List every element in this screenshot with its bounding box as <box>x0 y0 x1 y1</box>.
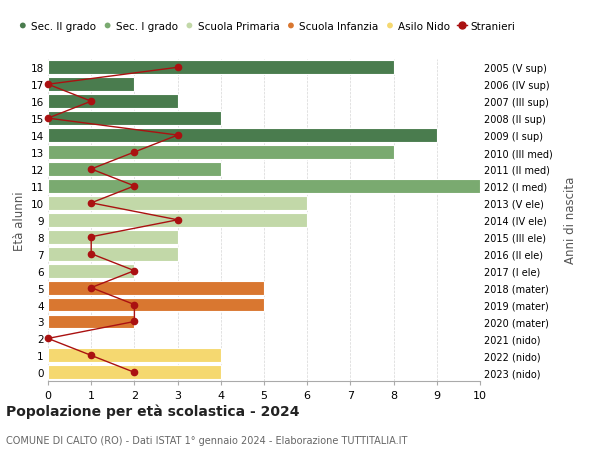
Bar <box>48 112 221 126</box>
Bar <box>48 179 480 193</box>
Text: Popolazione per età scolastica - 2024: Popolazione per età scolastica - 2024 <box>6 404 299 419</box>
Bar <box>48 365 221 380</box>
Y-axis label: Anni di nascita: Anni di nascita <box>564 177 577 264</box>
Bar <box>48 61 394 75</box>
Bar <box>48 78 134 92</box>
Bar <box>48 196 307 210</box>
Bar <box>48 146 394 160</box>
Bar <box>48 162 221 177</box>
Bar <box>48 213 307 227</box>
Bar <box>48 349 221 363</box>
Bar <box>48 95 178 109</box>
Y-axis label: Età alunni: Età alunni <box>13 190 26 250</box>
Bar <box>48 264 134 278</box>
Bar <box>48 247 178 261</box>
Legend: Sec. II grado, Sec. I grado, Scuola Primaria, Scuola Infanzia, Asilo Nido, Stran: Sec. II grado, Sec. I grado, Scuola Prim… <box>13 18 519 36</box>
Bar <box>48 298 264 312</box>
Bar <box>48 315 134 329</box>
Bar <box>48 281 264 295</box>
Text: COMUNE DI CALTO (RO) - Dati ISTAT 1° gennaio 2024 - Elaborazione TUTTITALIA.IT: COMUNE DI CALTO (RO) - Dati ISTAT 1° gen… <box>6 435 407 445</box>
Bar <box>48 129 437 143</box>
Bar <box>48 230 178 244</box>
